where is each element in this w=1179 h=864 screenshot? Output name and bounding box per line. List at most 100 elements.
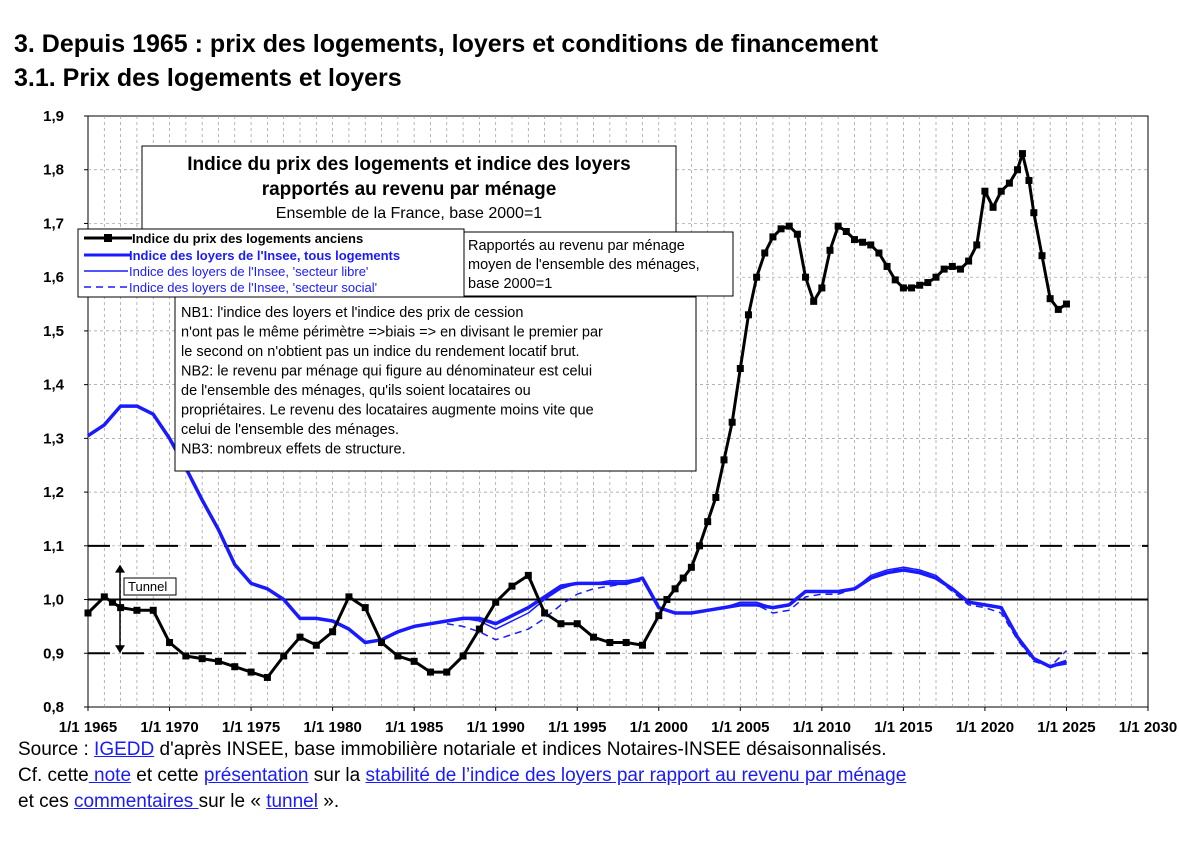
price-point (687, 563, 695, 571)
price-point (492, 598, 500, 606)
price-point (785, 222, 793, 230)
side-note-line: Rapportés au revenu par ménage (468, 238, 685, 254)
price-point (410, 657, 418, 665)
chart-subtitle: Ensemble de la France, base 2000=1 (276, 205, 543, 222)
price-point (932, 273, 940, 281)
source-line-1: Source : IGEDD d'après INSEE, base immob… (18, 739, 887, 760)
price-point (149, 606, 157, 614)
price-point (133, 606, 141, 614)
price-point (573, 620, 581, 628)
y-tick-label: 1,8 (43, 162, 64, 179)
price-point (777, 225, 785, 233)
side-note-line: moyen de l'ensemble des ménages, (468, 257, 700, 273)
note-link[interactable]: note (88, 765, 132, 786)
tunnel-link[interactable]: tunnel (266, 791, 318, 812)
price-point (818, 284, 826, 292)
x-tick-label: 1/1 2025 (1037, 719, 1095, 736)
y-axis: 0,8 0,9 1,0 1,1 1,2 1,3 1,4 1,5 1,6 1,7 1,8 1,9 (43, 108, 88, 716)
price-point (965, 257, 973, 265)
price-point (524, 571, 532, 579)
price-point (443, 668, 451, 676)
price-point (826, 246, 834, 254)
price-point (769, 233, 777, 241)
price-point (622, 639, 630, 647)
price-point (867, 241, 875, 249)
price-point (590, 633, 598, 641)
price-point (1025, 176, 1033, 184)
price-point (231, 663, 239, 671)
note-line: NB3: nombreux effets de structure. (181, 442, 406, 458)
series-line-3 (446, 566, 1068, 668)
price-point (1054, 305, 1062, 313)
price-point (459, 652, 467, 660)
note-line: celui de l'ensemble des ménages. (181, 422, 399, 438)
price-point (166, 639, 174, 647)
x-tick-label: 1/1 1995 (548, 719, 606, 736)
x-axis: 1/1 1965 1/1 1970 1/1 1975 1/1 1980 1/1 1985… (59, 707, 1177, 736)
x-tick-label: 1/1 1990 (466, 719, 524, 736)
price-point (940, 265, 948, 273)
side-note-line: base 2000=1 (468, 276, 552, 292)
price-point (916, 281, 924, 289)
price-point (263, 673, 271, 681)
price-point (312, 641, 320, 649)
x-tick-label: 1/1 1985 (385, 719, 443, 736)
price-point (728, 418, 736, 426)
price-point (1046, 295, 1054, 303)
chart-title-box: Indice du prix des logements et indice d… (141, 145, 677, 233)
price-point (802, 273, 810, 281)
page-title: 3. Depuis 1965 : prix des logements, loy… (14, 30, 879, 58)
price-point (541, 609, 549, 617)
price-point (198, 655, 206, 663)
price-point (891, 276, 899, 284)
x-tick-label: 1/1 2030 (1119, 719, 1177, 736)
price-point (655, 612, 663, 620)
igedd-link[interactable]: IGEDD (94, 739, 155, 760)
legend: Indice du prix des logements anciens Ind… (77, 228, 465, 298)
price-point (842, 228, 850, 236)
price-point (989, 203, 997, 211)
note-line: NB1: l'indice des loyers et l'indice des… (181, 305, 523, 321)
price-point (899, 284, 907, 292)
price-point (981, 187, 989, 195)
y-tick-label: 1,9 (43, 108, 64, 125)
note-line: de l'ensemble des ménages, qu'ils soient… (181, 383, 531, 399)
x-tick-label: 1/1 1970 (140, 719, 198, 736)
presentation-link[interactable]: présentation (203, 765, 309, 786)
side-note-box: Rapportés au revenu par ménage moyen de … (462, 231, 734, 297)
chart-series (84, 150, 1070, 681)
price-point (1038, 252, 1046, 260)
price-point (859, 238, 867, 246)
price-point (280, 652, 288, 660)
price-point (361, 604, 369, 612)
commentaires-link[interactable]: commentaires (73, 791, 199, 812)
price-point (679, 574, 687, 582)
price-point (214, 657, 222, 665)
legend-price: Indice du prix des logements anciens (132, 231, 363, 246)
y-tick-label: 1,4 (43, 377, 65, 394)
price-point (720, 456, 728, 464)
note-line: propriétaires. Le revenu des locataires … (181, 403, 594, 419)
stability-link[interactable]: stabilité de l’indice des loyers par rap… (365, 765, 907, 786)
price-point (875, 249, 883, 257)
source-line-3: et ces commentaires sur le « tunnel ». (18, 791, 340, 812)
price-point (182, 652, 190, 660)
price-point (475, 625, 483, 633)
price-point (345, 593, 353, 601)
y-tick-label: 1,2 (43, 484, 64, 501)
source-line-2: Cf. cette note et cette présentation sur… (18, 765, 907, 786)
price-point (850, 236, 858, 244)
price-point (793, 230, 801, 238)
y-tick-label: 1,7 (43, 215, 64, 232)
price-point (704, 518, 712, 526)
price-point (834, 222, 842, 230)
price-point (810, 297, 818, 305)
y-tick-label: 1,0 (43, 592, 64, 609)
price-point (883, 262, 891, 270)
price-point (426, 668, 434, 676)
price-point (394, 652, 402, 660)
legend-rent-free: Indice des loyers de l'Insee, 'secteur l… (129, 264, 368, 279)
price-point (1014, 166, 1022, 174)
price-point (100, 593, 108, 601)
note-line: NB2: le revenu par ménage qui figure au … (181, 364, 592, 380)
